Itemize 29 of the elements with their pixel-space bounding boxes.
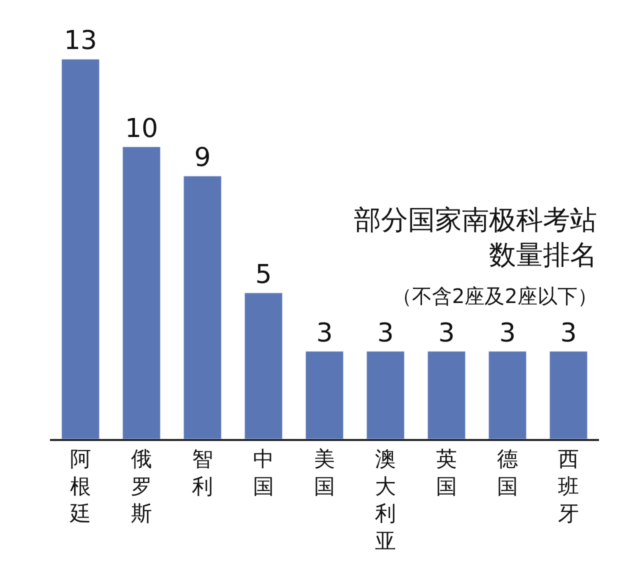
bar bbox=[183, 176, 222, 439]
text: （不含2座及2座以下） bbox=[392, 284, 598, 308]
x-tick-label: 阿根廷 bbox=[69, 446, 91, 526]
bar bbox=[549, 351, 588, 439]
x-tick-label: 德国 bbox=[497, 446, 518, 498]
bar bbox=[122, 146, 161, 439]
data-label: 9 bbox=[194, 143, 211, 174]
bar bbox=[244, 292, 283, 439]
bar bbox=[366, 351, 405, 439]
data-label: 3 bbox=[438, 318, 455, 348]
x-tick-label: 中国 bbox=[253, 446, 274, 498]
x-tick-label: 西班牙 bbox=[558, 446, 579, 526]
bar bbox=[61, 58, 100, 439]
data-label: 3 bbox=[377, 318, 394, 348]
data-label: 10 bbox=[124, 114, 158, 144]
x-tick-label: 澳大利亚 bbox=[375, 446, 396, 553]
x-tick-label: 智利 bbox=[192, 446, 213, 498]
x-tick-label: 俄罗斯 bbox=[131, 446, 152, 526]
data-label: 3 bbox=[560, 318, 577, 348]
text: 部分国家南极科考站数量排名 bbox=[354, 205, 597, 272]
bar bbox=[488, 351, 527, 439]
data-label: 5 bbox=[255, 260, 272, 290]
data-label: 3 bbox=[316, 318, 333, 348]
bar bbox=[427, 351, 466, 439]
x-tick-label: 美国 bbox=[314, 446, 335, 498]
x-tick-label: 英国 bbox=[436, 446, 457, 498]
data-label: 3 bbox=[499, 318, 516, 348]
data-label: 13 bbox=[64, 26, 98, 56]
bar bbox=[305, 351, 344, 439]
